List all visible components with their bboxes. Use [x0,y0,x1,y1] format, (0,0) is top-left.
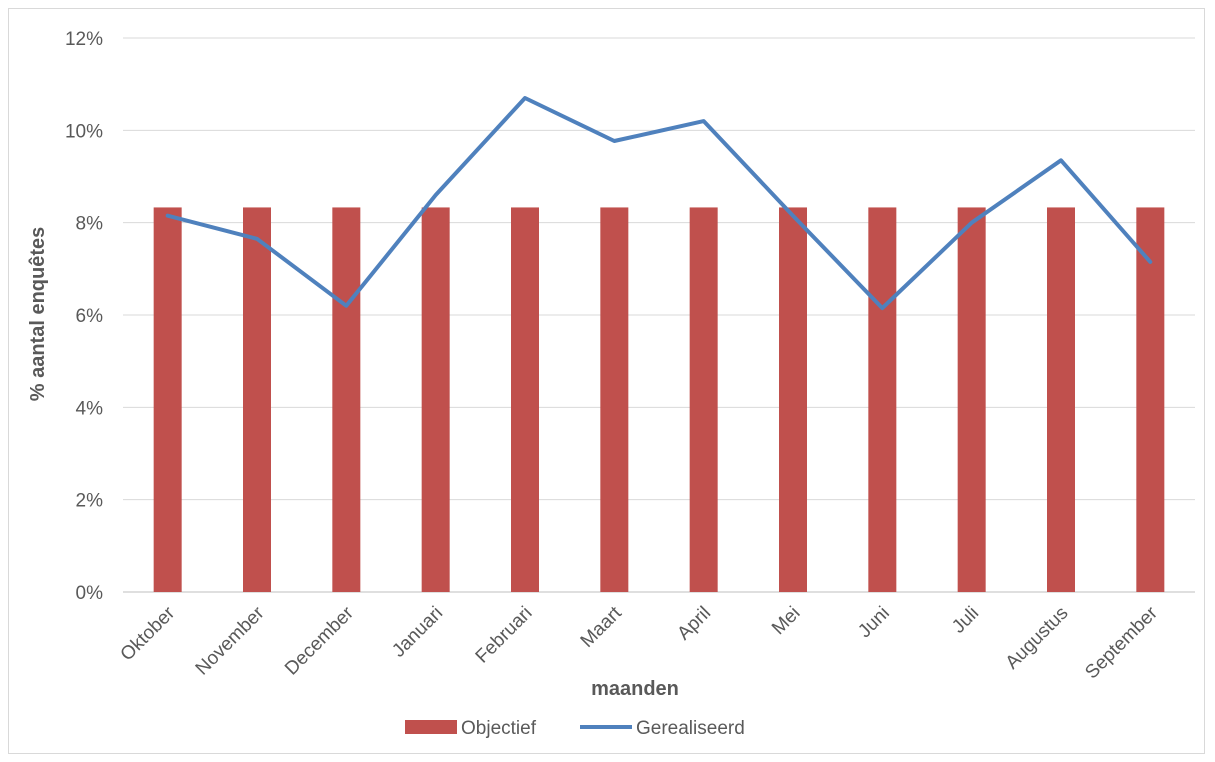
bar-series-objectief [153,207,1165,592]
gridlines [123,37,1195,593]
x-tick-label: Januari [388,603,447,662]
bar-objectief-augustus [1047,207,1075,592]
y-tick-label: 6% [76,306,104,327]
y-tick-label: 4% [76,398,104,419]
line-gerealiseerd [165,96,1153,311]
bar-objectief-juni [868,207,897,592]
bar-objectief-december [332,207,361,592]
x-tick-label: Mei [768,603,805,640]
legend-label-objectief: Objectief [461,718,537,739]
x-tick-label: April [673,603,715,645]
line-series-gerealiseerd [165,96,1153,311]
x-tick-label: Oktober [117,602,180,665]
bar-objectief-juli [957,207,986,592]
x-tick-label: Februari [472,603,537,668]
x-tick-label: Juni [854,603,893,642]
bar-objectief-mei [779,207,807,592]
x-tick-label: Juli [948,603,983,638]
y-axis-ticks: 0% 2% 4% 6% 8% 10% 12% [65,29,103,604]
bar-objectief-april [689,207,718,592]
y-tick-label: 2% [76,491,104,512]
x-tick-label: Maart [577,602,627,652]
y-tick-label: 0% [76,583,104,604]
bar-objectief-oktober [153,207,182,592]
y-tick-label: 8% [76,214,104,235]
bar-objectief-maart [600,207,629,592]
y-tick-label: 10% [65,121,103,142]
y-axis-title: % aantal enquêtes [27,227,49,402]
legend-swatch-objectief [405,720,457,734]
x-tick-label: September [1081,602,1162,683]
bar-objectief-januari [421,207,450,592]
x-tick-label: December [281,602,358,679]
bar-objectief-september [1136,207,1165,592]
x-tick-label: November [192,602,269,679]
legend: Objectief Gerealiseerd [405,718,745,739]
legend-label-gerealiseerd: Gerealiseerd [636,718,745,739]
x-axis-ticks: Oktober November December Januari Februari Ma… [117,602,1163,683]
x-axis-title: maanden [591,678,679,700]
y-tick-label: 12% [65,29,103,50]
x-tick-label: Augustus [1002,603,1073,674]
bar-objectief-februari [511,207,539,592]
bar-objectief-november [243,207,271,592]
